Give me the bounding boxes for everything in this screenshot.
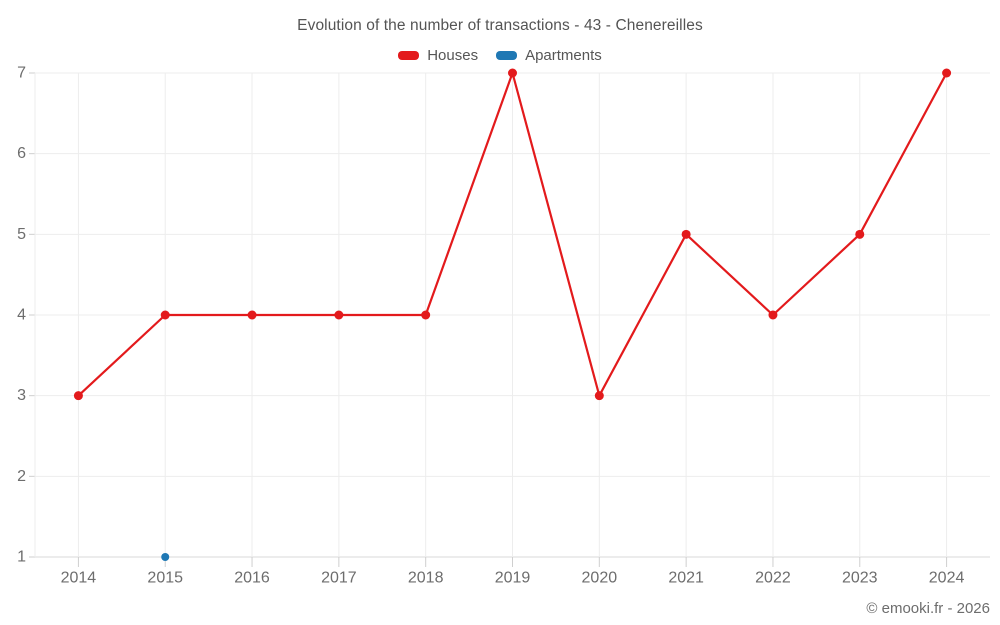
page-title: Evolution of the number of transactions … [297, 17, 703, 34]
data-point-houses[interactable] [421, 310, 431, 320]
data-point-houses[interactable] [247, 310, 257, 320]
x-tick-label: 2019 [495, 569, 531, 586]
data-point-houses[interactable] [334, 310, 344, 320]
y-tick-label: 2 [17, 468, 26, 485]
legend-item-houses[interactable]: Houses [398, 47, 478, 64]
x-tick-label: 2020 [582, 569, 618, 586]
apartments-swatch-icon [496, 51, 518, 60]
copyright-credit: © emooki.fr - 2026 [866, 600, 990, 617]
data-point-houses[interactable] [594, 391, 604, 401]
data-point-houses[interactable] [73, 391, 83, 401]
legend-label-apartments: Apartments [525, 47, 602, 64]
y-tick-label: 4 [17, 307, 26, 324]
data-point-houses[interactable] [681, 229, 691, 239]
data-point-houses[interactable] [942, 68, 952, 78]
data-point-houses[interactable] [160, 310, 170, 320]
x-tick-label: 2016 [234, 569, 270, 586]
chart-legend: Houses Apartments [0, 47, 1000, 64]
x-tick-label: 2014 [61, 569, 97, 586]
y-tick-label: 1 [17, 549, 26, 566]
legend-item-apartments[interactable]: Apartments [496, 47, 602, 64]
data-point-houses[interactable] [855, 229, 865, 239]
x-tick-label: 2022 [755, 569, 791, 586]
x-tick-label: 2015 [147, 569, 183, 586]
legend-label-houses: Houses [427, 47, 479, 64]
data-point-houses[interactable] [508, 68, 517, 78]
x-tick-label: 2024 [929, 569, 965, 586]
data-point-apartments[interactable] [161, 553, 170, 561]
x-tick-label: 2018 [408, 569, 444, 586]
x-tick-label: 2023 [842, 569, 878, 586]
y-tick-label: 6 [17, 145, 26, 162]
data-point-houses[interactable] [768, 310, 778, 320]
y-tick-label: 5 [17, 226, 26, 243]
x-tick-label: 2017 [321, 569, 357, 586]
houses-swatch-icon [398, 51, 420, 60]
x-tick-label: 2021 [668, 569, 704, 586]
y-tick-label: 3 [17, 387, 26, 404]
y-tick-label: 7 [17, 65, 26, 82]
